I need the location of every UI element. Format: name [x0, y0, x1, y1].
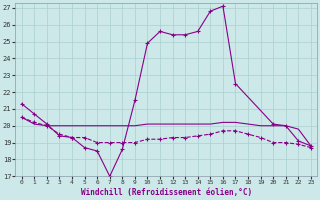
X-axis label: Windchill (Refroidissement éolien,°C): Windchill (Refroidissement éolien,°C)	[81, 188, 252, 197]
